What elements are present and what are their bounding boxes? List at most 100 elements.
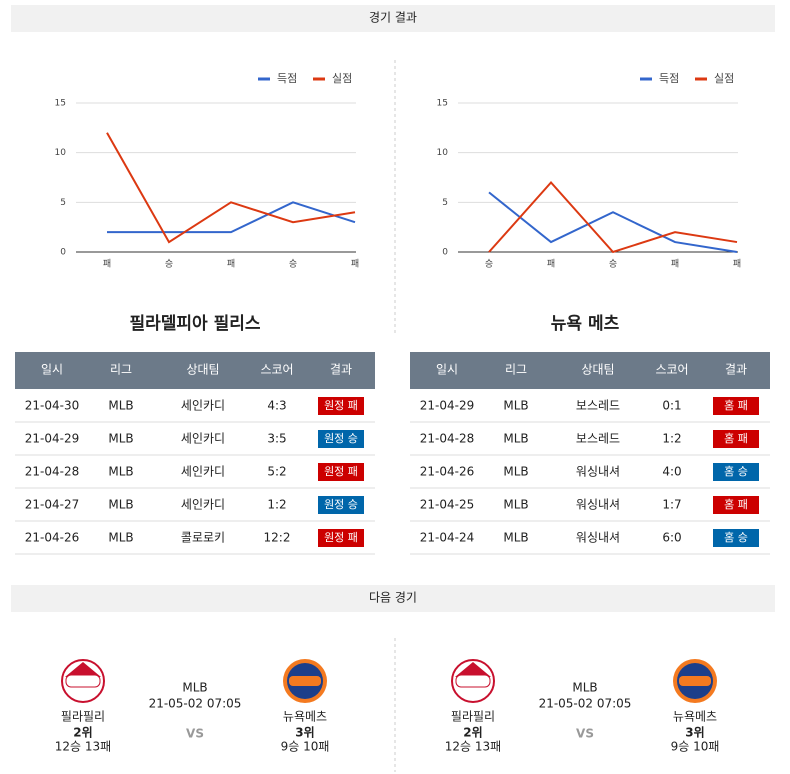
team-rank: 3위 bbox=[295, 726, 314, 740]
result-badge bbox=[713, 430, 759, 448]
x-tick-label: 패 bbox=[547, 259, 555, 270]
result: 원정 패 bbox=[324, 399, 358, 412]
y-tick-label: 10 bbox=[55, 148, 67, 158]
header-cell: 리그 bbox=[110, 363, 132, 377]
team-logo bbox=[289, 676, 321, 686]
x-tick-label: 승 bbox=[165, 259, 173, 270]
x-tick-label: 패 bbox=[671, 259, 679, 270]
result: 원정 승 bbox=[324, 432, 358, 445]
result: 홈 패 bbox=[724, 398, 748, 412]
team-name: 필라필리 bbox=[451, 710, 495, 724]
result: 홈 승 bbox=[724, 530, 748, 544]
header-cell: 결과 bbox=[725, 363, 747, 377]
y-tick-label: 5 bbox=[442, 198, 448, 208]
team-name: 뉴욕메츠 bbox=[283, 710, 327, 724]
legend-label: 실점 bbox=[332, 72, 352, 85]
team-logo bbox=[455, 662, 491, 677]
team-title: 뉴욕 메츠 bbox=[551, 314, 620, 334]
datetime: 21-05-02 07:05 bbox=[149, 697, 242, 711]
team-rank: 3위 bbox=[685, 726, 704, 740]
result: 원정 승 bbox=[324, 498, 358, 511]
team-rank: 2위 bbox=[463, 726, 482, 740]
cell: 21-04-26 bbox=[420, 465, 474, 479]
section-bar bbox=[11, 5, 775, 32]
y-tick-label: 0 bbox=[60, 248, 66, 258]
datetime: 21-05-02 07:05 bbox=[539, 697, 632, 711]
cell: 3:5 bbox=[267, 432, 286, 446]
vs: VS bbox=[576, 727, 594, 741]
cell: 12:2 bbox=[264, 531, 291, 545]
cell: 세인카디 bbox=[181, 432, 225, 446]
team-name: 뉴욕메츠 bbox=[673, 710, 717, 724]
team-logo bbox=[455, 674, 491, 688]
result-badge bbox=[318, 529, 364, 547]
team-name: 필라필리 bbox=[61, 710, 105, 724]
cell: 1:2 bbox=[662, 432, 681, 446]
cell: 4:3 bbox=[267, 399, 286, 413]
cell: 세인카디 bbox=[181, 399, 225, 413]
header-cell: 상대팀 bbox=[581, 363, 614, 377]
result: 홈 패 bbox=[724, 497, 748, 511]
cell: 워싱내셔 bbox=[576, 531, 620, 545]
result-badge bbox=[713, 463, 759, 481]
y-tick-label: 10 bbox=[437, 148, 449, 158]
cell: MLB bbox=[108, 531, 133, 545]
cell: MLB bbox=[108, 432, 133, 446]
cell: 워싱내셔 bbox=[576, 498, 620, 512]
team-logo bbox=[65, 662, 101, 677]
legend-label: 실점 bbox=[714, 72, 734, 85]
cell: 21-04-29 bbox=[420, 399, 474, 413]
y-tick-label: 15 bbox=[437, 99, 448, 109]
header-cell: 일시 bbox=[41, 363, 63, 377]
y-tick-label: 15 bbox=[55, 99, 66, 109]
cell: 21-04-28 bbox=[420, 432, 474, 446]
team-record: 9승 10패 bbox=[281, 740, 330, 754]
vs: VS bbox=[186, 727, 204, 741]
result-badge bbox=[318, 397, 364, 415]
cell: 21-04-28 bbox=[25, 465, 79, 479]
x-tick-label: 패 bbox=[351, 259, 359, 270]
header-cell: 상대팀 bbox=[186, 363, 219, 377]
cell: MLB bbox=[108, 465, 133, 479]
team-logo bbox=[65, 674, 101, 688]
section-title: 경기 결과 bbox=[369, 11, 417, 25]
cell: 21-04-26 bbox=[25, 531, 79, 545]
y-tick-label: 5 bbox=[60, 198, 66, 208]
y-tick-label: 0 bbox=[442, 248, 448, 258]
x-tick-label: 승 bbox=[289, 259, 297, 270]
cell: MLB bbox=[503, 531, 528, 545]
team-record: 12승 13패 bbox=[445, 740, 501, 754]
legend-label: 득점 bbox=[277, 72, 297, 85]
result: 원정 패 bbox=[324, 531, 358, 544]
cell: 콜로로키 bbox=[181, 531, 225, 545]
cell: MLB bbox=[503, 399, 528, 413]
team-logo bbox=[679, 676, 711, 686]
team-rank: 2위 bbox=[73, 726, 92, 740]
result-badge bbox=[713, 496, 759, 514]
header-cell: 결과 bbox=[330, 363, 352, 377]
cell: 보스레드 bbox=[576, 399, 620, 413]
cell: 4:0 bbox=[662, 465, 681, 479]
x-tick-label: 패 bbox=[227, 259, 235, 270]
cell: MLB bbox=[503, 465, 528, 479]
cell: 세인카디 bbox=[181, 498, 225, 512]
cell: 보스레드 bbox=[576, 432, 620, 446]
x-tick-label: 패 bbox=[733, 259, 741, 270]
result-badge bbox=[318, 463, 364, 481]
cell: 21-04-24 bbox=[420, 531, 474, 545]
result: 원정 패 bbox=[324, 465, 358, 478]
line bbox=[488, 180, 738, 254]
league: MLB bbox=[182, 681, 207, 695]
cell: 21-04-30 bbox=[25, 399, 79, 413]
line bbox=[107, 201, 356, 234]
header-cell: 스코어 bbox=[655, 363, 688, 377]
cell: 21-04-29 bbox=[25, 432, 79, 446]
table-header bbox=[410, 352, 770, 389]
result-badge bbox=[713, 397, 759, 415]
section-title: 다음 경기 bbox=[369, 591, 417, 605]
line bbox=[488, 191, 738, 253]
cell: MLB bbox=[503, 498, 528, 512]
table-header bbox=[15, 352, 375, 389]
team-record: 12승 13패 bbox=[55, 740, 111, 754]
